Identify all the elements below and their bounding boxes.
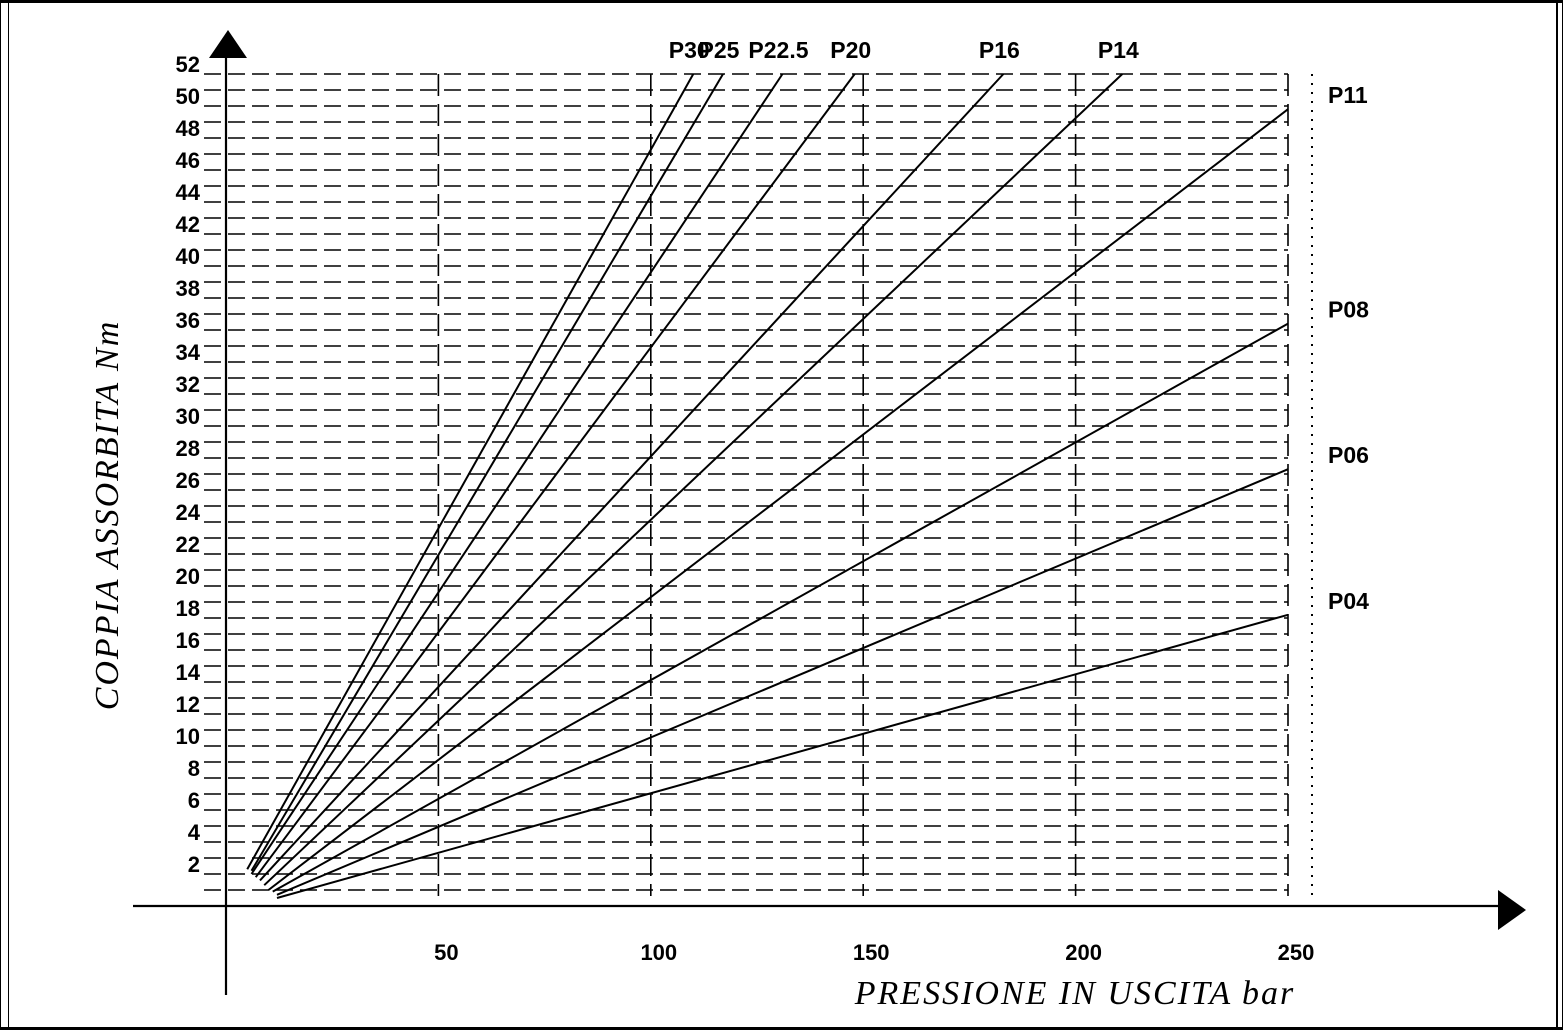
y-tick-label: 52 [176,52,200,77]
y-tick-label: 8 [188,756,200,781]
y-tick-label: 10 [176,724,200,749]
y-tick-label: 28 [176,436,200,461]
y-tick-label: 26 [176,468,200,493]
y-tick-label: 34 [176,340,201,365]
y-tick-label: 12 [176,692,200,717]
y-tick-label: 42 [176,212,200,237]
y-tick-label: 24 [176,500,201,525]
y-tick-label: 50 [176,84,200,109]
y-axis-arrow-icon [209,30,247,58]
y-tick-label: 44 [176,180,201,205]
y-tick-label: 38 [176,276,200,301]
series-line-P22.5 [250,73,784,875]
y-tick-label: 6 [188,788,200,813]
y-tick-label: 30 [176,404,200,429]
series-label-P16: P16 [979,37,1020,63]
x-axis-arrow-icon [1498,890,1526,930]
series-label-P04: P04 [1328,588,1369,614]
y-tick-label: 48 [176,116,200,141]
x-tick-label: 250 [1278,940,1315,965]
series-label-P25: P25 [699,37,740,63]
y-tick-label: 16 [176,628,200,653]
series-label-P20: P20 [830,37,871,63]
y-tick-label: 22 [176,532,200,557]
series-label-P30: P30 [669,37,710,63]
x-tick-labels: 50 100 150 200 250 [434,940,1314,965]
y-tick-label: 14 [176,660,201,685]
series-label-P06: P06 [1328,442,1369,468]
series-label-P08: P08 [1328,297,1369,323]
series-line-P30 [246,73,695,870]
x-tick-label: 50 [434,940,458,965]
grid [204,73,1313,896]
series-line-P14 [263,73,1124,886]
y-tick-label: 36 [176,308,200,333]
series-line-P04 [276,613,1289,899]
y-tick-label: 32 [176,372,200,397]
x-tick-label: 150 [853,940,890,965]
series-label-P22.5: P22.5 [748,37,808,63]
axes [133,30,1526,995]
series-lines [246,73,1289,899]
y-tick-label: 4 [188,820,201,845]
y-axis-title: COPPIA ASSORBITA Nm [89,320,126,711]
y-tick-label: 46 [176,148,200,173]
y-tick-label: 40 [176,244,200,269]
series-line-P08 [272,322,1289,893]
x-tick-label: 200 [1065,940,1102,965]
series-line-P11 [267,108,1289,891]
y-tick-label: 2 [188,852,200,877]
series-line-P16 [259,73,1005,882]
series-line-P06 [276,468,1289,896]
y-tick-label: 20 [176,564,200,589]
y-tick-label: 18 [176,596,200,621]
y-tick-labels: 2468101214161820222426283032343638404244… [176,52,201,877]
series-label-P14: P14 [1098,37,1139,63]
series-line-P25 [250,73,724,872]
x-tick-label: 100 [640,940,677,965]
series-line-P20 [254,73,856,878]
x-axis-title: PRESSIONE IN USCITA bar [854,975,1295,1012]
series-label-P11: P11 [1328,82,1368,108]
